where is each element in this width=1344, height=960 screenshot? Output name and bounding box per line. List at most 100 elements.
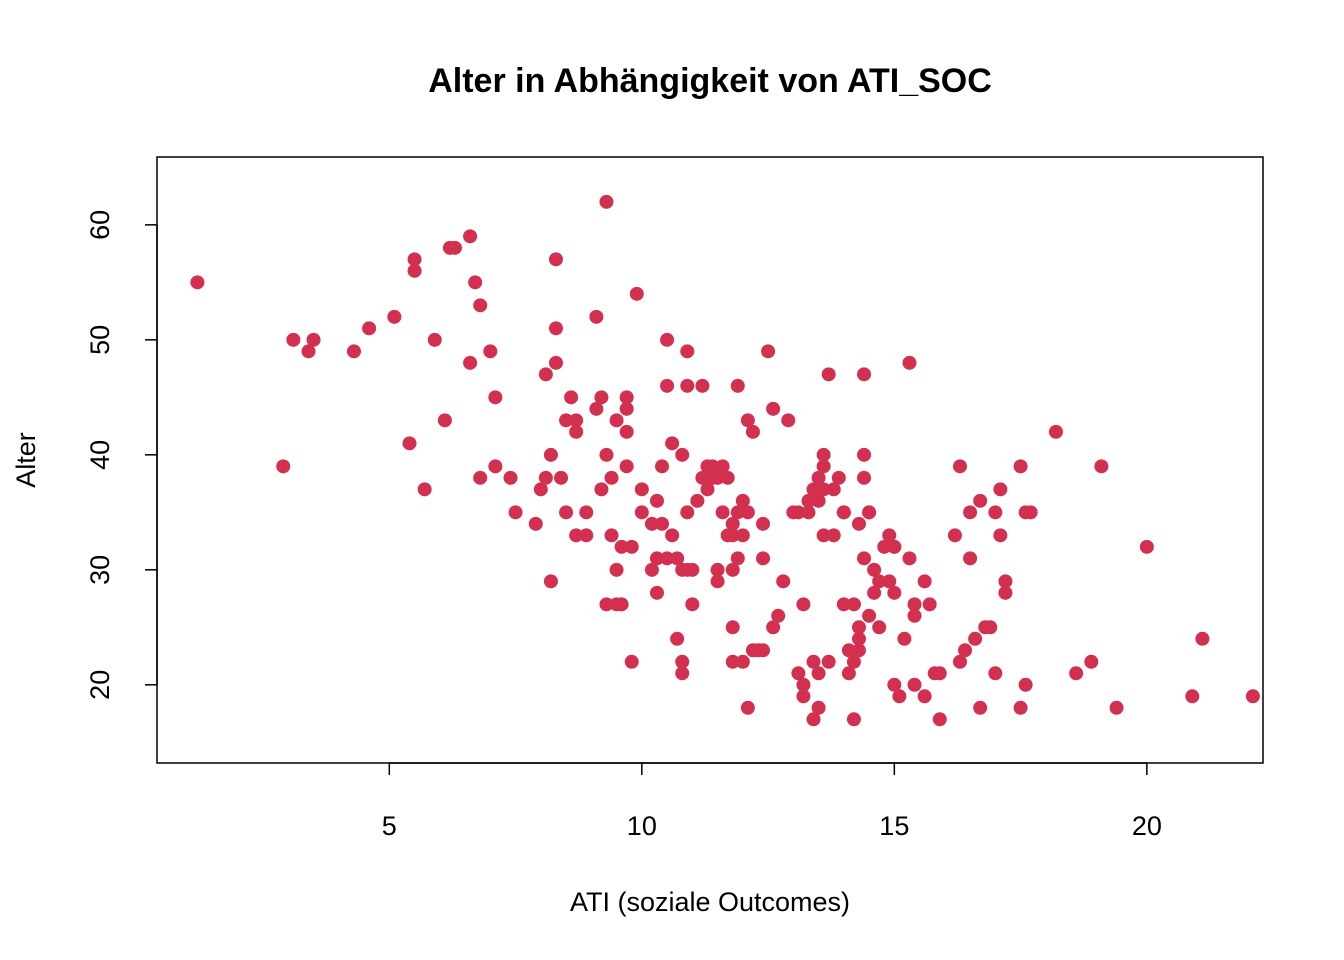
data-point <box>947 528 962 543</box>
data-point <box>907 677 922 692</box>
data-point <box>836 505 851 520</box>
x-tick-label: 5 <box>382 811 397 841</box>
data-point <box>619 390 634 405</box>
data-point <box>437 413 452 428</box>
data-point <box>548 355 563 370</box>
data-point <box>1195 631 1210 646</box>
data-point <box>680 378 695 393</box>
y-tick-label: 40 <box>85 440 115 470</box>
data-point <box>968 631 983 646</box>
data-point <box>503 470 518 485</box>
data-point <box>715 505 730 520</box>
data-point <box>887 585 902 600</box>
data-point <box>680 505 695 520</box>
data-point <box>740 413 755 428</box>
data-point <box>670 551 685 566</box>
data-point <box>932 666 947 681</box>
data-point <box>973 700 988 715</box>
data-point <box>821 654 836 669</box>
data-point <box>756 551 771 566</box>
data-point <box>761 344 776 359</box>
data-point <box>917 689 932 704</box>
data-point <box>841 666 856 681</box>
y-axis-title: Alter <box>11 432 41 488</box>
data-point <box>543 447 558 462</box>
data-point <box>554 470 569 485</box>
data-point <box>680 344 695 359</box>
y-tick-label: 60 <box>85 210 115 240</box>
data-point <box>862 505 877 520</box>
x-axis-title: ATI (soziale Outcomes) <box>570 887 850 917</box>
data-point <box>644 516 659 531</box>
data-point <box>988 666 1003 681</box>
data-point <box>710 470 725 485</box>
data-point <box>998 585 1013 600</box>
data-point <box>1084 654 1099 669</box>
data-point <box>756 643 771 658</box>
data-point <box>872 574 887 589</box>
data-point <box>619 424 634 439</box>
data-point <box>407 252 422 267</box>
data-point <box>725 620 740 635</box>
data-point <box>286 332 301 347</box>
data-point <box>725 528 740 543</box>
data-point <box>781 413 796 428</box>
data-point <box>851 620 866 635</box>
data-point <box>569 424 584 439</box>
data-point <box>952 654 967 669</box>
data-point <box>483 344 498 359</box>
data-point <box>846 654 861 669</box>
data-point <box>665 528 680 543</box>
data-point <box>796 677 811 692</box>
data-point <box>841 643 856 658</box>
data-point <box>710 562 725 577</box>
data-point <box>791 666 806 681</box>
data-point <box>857 447 872 462</box>
data-point <box>766 401 781 416</box>
data-point <box>564 390 579 405</box>
data-point <box>857 470 872 485</box>
data-point <box>649 585 664 600</box>
data-point <box>725 516 740 531</box>
data-point <box>346 344 361 359</box>
data-point <box>589 309 604 324</box>
data-point <box>882 574 897 589</box>
data-point <box>528 516 543 531</box>
data-point <box>811 470 826 485</box>
data-point <box>806 654 821 669</box>
data-point <box>932 712 947 727</box>
data-points <box>190 194 1260 727</box>
data-point <box>473 470 488 485</box>
data-point <box>417 482 432 497</box>
data-point <box>872 620 887 635</box>
data-point <box>705 459 720 474</box>
data-point <box>791 505 806 520</box>
data-point <box>897 631 912 646</box>
data-point <box>685 597 700 612</box>
data-point <box>756 516 771 531</box>
data-point <box>427 332 442 347</box>
data-point <box>877 539 892 554</box>
data-point <box>1245 689 1260 704</box>
data-point <box>468 275 483 290</box>
data-point <box>599 447 614 462</box>
data-point <box>538 367 553 382</box>
data-point <box>594 390 609 405</box>
data-point <box>958 643 973 658</box>
data-point <box>1013 459 1028 474</box>
data-point <box>548 252 563 267</box>
data-point <box>963 505 978 520</box>
data-point <box>796 597 811 612</box>
data-point <box>1139 539 1154 554</box>
data-point <box>569 413 584 428</box>
data-point <box>660 378 675 393</box>
data-point <box>730 505 745 520</box>
data-point <box>387 309 402 324</box>
data-point <box>463 355 478 370</box>
data-point <box>857 367 872 382</box>
data-point <box>740 700 755 715</box>
data-point <box>887 539 902 554</box>
data-point <box>735 493 750 508</box>
data-point <box>463 229 478 244</box>
data-point <box>846 597 861 612</box>
